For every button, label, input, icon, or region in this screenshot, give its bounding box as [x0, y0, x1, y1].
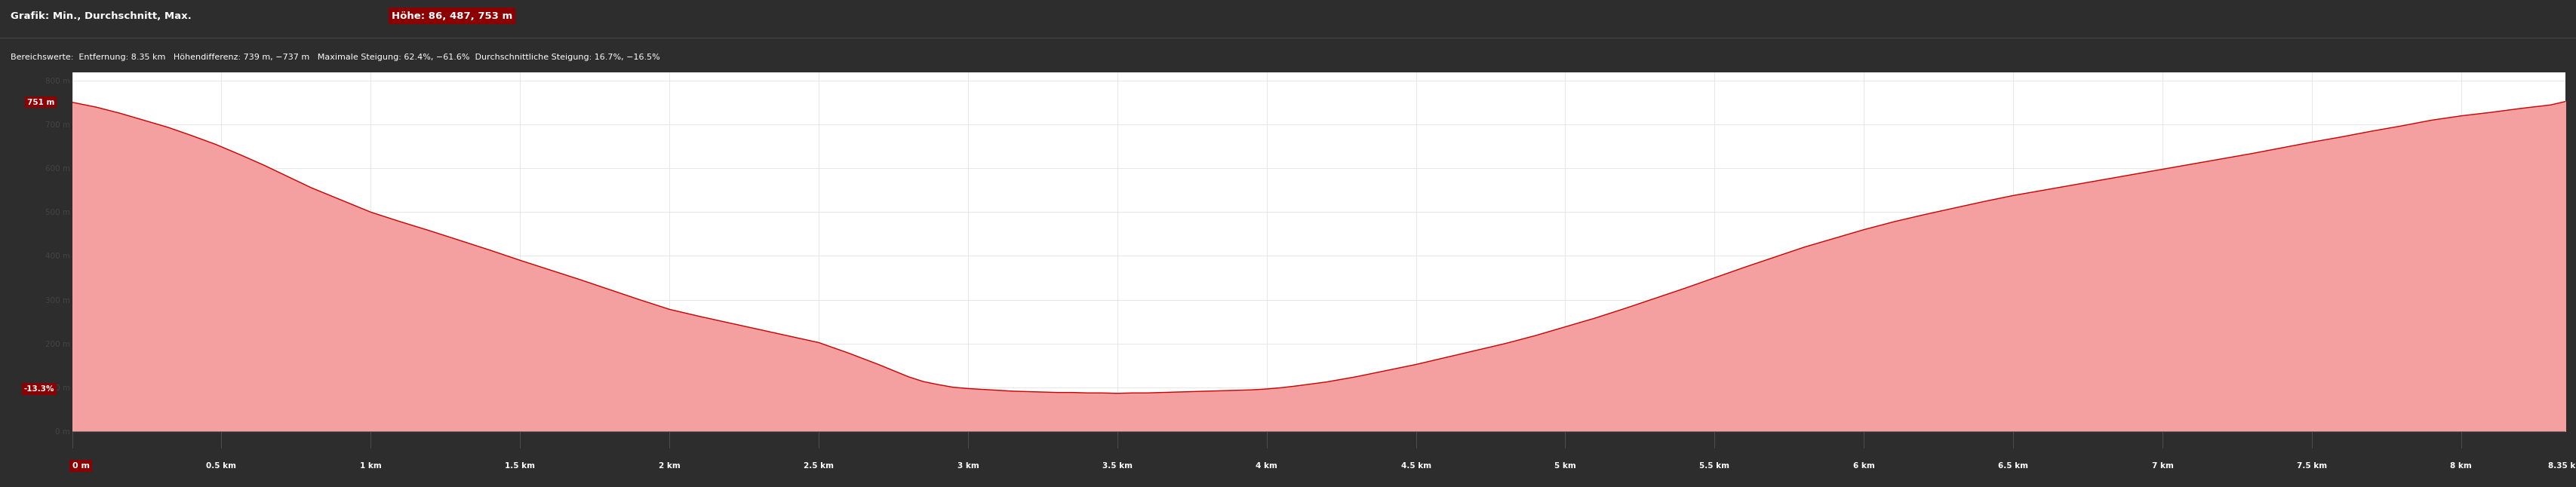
- Text: Höhe: 86, 487, 753 m: Höhe: 86, 487, 753 m: [392, 11, 513, 21]
- Text: 751 m: 751 m: [28, 98, 54, 106]
- Text: -13.3%: -13.3%: [23, 385, 54, 393]
- Text: Grafik: Min., Durchschnitt, Max.: Grafik: Min., Durchschnitt, Max.: [10, 11, 191, 21]
- Text: Bereichswerte:  Entfernung: 8.35 km   Höhendifferenz: 739 m, −737 m   Maximale S: Bereichswerte: Entfernung: 8.35 km Höhen…: [10, 54, 659, 61]
- Text: 5.5 km: 5.5 km: [1700, 462, 1728, 469]
- Text: 4 km: 4 km: [1255, 462, 1278, 469]
- Text: 7 km: 7 km: [2151, 462, 2174, 469]
- Text: 1.5 km: 1.5 km: [505, 462, 536, 469]
- Text: 3 km: 3 km: [958, 462, 979, 469]
- Text: 0 m: 0 m: [72, 462, 90, 469]
- Text: 5 km: 5 km: [1553, 462, 1577, 469]
- Text: 2 km: 2 km: [659, 462, 680, 469]
- Text: 2.5 km: 2.5 km: [804, 462, 835, 469]
- Text: 0.5 km: 0.5 km: [206, 462, 237, 469]
- Text: 1 km: 1 km: [361, 462, 381, 469]
- Text: 6 km: 6 km: [1852, 462, 1875, 469]
- Text: 8.35 km: 8.35 km: [2548, 462, 2576, 469]
- Text: 4.5 km: 4.5 km: [1401, 462, 1432, 469]
- Text: 3.5 km: 3.5 km: [1103, 462, 1133, 469]
- Text: 8 km: 8 km: [2450, 462, 2473, 469]
- Text: 6.5 km: 6.5 km: [1999, 462, 2027, 469]
- Text: 7.5 km: 7.5 km: [2298, 462, 2326, 469]
